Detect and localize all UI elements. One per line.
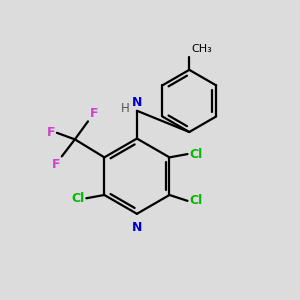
Text: H: H (121, 102, 130, 115)
Text: CH₃: CH₃ (191, 44, 212, 54)
Text: Cl: Cl (71, 192, 85, 205)
Text: F: F (47, 126, 55, 139)
Text: Cl: Cl (189, 148, 202, 160)
Text: F: F (52, 158, 60, 171)
Text: F: F (90, 107, 98, 120)
Text: N: N (132, 221, 142, 234)
Text: Cl: Cl (189, 194, 202, 207)
Text: N: N (132, 96, 142, 109)
